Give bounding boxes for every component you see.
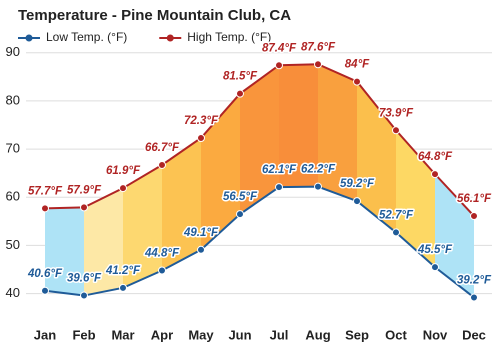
data-point <box>158 160 166 169</box>
data-point <box>470 293 478 302</box>
value-label: 39.2°F <box>457 275 492 287</box>
value-label: 40.6°F <box>27 268 63 280</box>
y-tick-label: 40 <box>6 285 20 300</box>
range-band <box>84 188 123 296</box>
value-label: 61.9°F <box>106 165 141 177</box>
data-point <box>314 182 322 191</box>
data-point <box>275 183 283 192</box>
value-label: 41.2°F <box>105 265 141 277</box>
value-label: 62.2°F <box>301 164 336 176</box>
series-line <box>44 63 475 217</box>
value-label: 57.9°F <box>67 184 102 196</box>
value-label: 56.1°F <box>457 193 492 205</box>
data-point <box>236 210 244 219</box>
data-point <box>158 266 166 275</box>
data-point <box>392 126 400 135</box>
range-band <box>201 93 240 250</box>
data-point <box>197 133 205 142</box>
x-tick-label: Feb <box>72 327 95 342</box>
data-point <box>353 197 361 206</box>
value-label: 59.2°F <box>340 178 375 190</box>
range-band <box>318 64 357 202</box>
chart-title: Temperature - Pine Mountain Club, CA <box>18 7 291 24</box>
value-label: 52.7°F <box>379 209 414 221</box>
x-tick-label: Jul <box>270 327 289 342</box>
value-label: 81.5°F <box>223 71 258 83</box>
y-tick-label: 70 <box>6 141 20 156</box>
x-tick-label: Apr <box>151 327 173 342</box>
range-band <box>240 65 279 215</box>
value-label: 64.8°F <box>418 151 453 163</box>
y-tick-label: 50 <box>6 237 20 252</box>
x-tick-label: Nov <box>423 327 448 342</box>
legend-marker <box>166 34 174 42</box>
value-label: 44.8°F <box>144 248 180 260</box>
x-tick-label: Jun <box>228 327 251 342</box>
value-label: 57.7°F <box>28 185 63 197</box>
range-band <box>45 207 84 296</box>
range-band <box>435 174 474 298</box>
data-point <box>41 204 49 213</box>
value-label: 39.6°F <box>67 273 102 285</box>
x-tick-label: Oct <box>385 327 407 342</box>
range-band <box>162 137 201 271</box>
value-label: 56.5°F <box>223 191 258 203</box>
value-label: 84°F <box>345 59 370 71</box>
series-line <box>44 185 475 299</box>
data-point <box>80 203 88 212</box>
data-point <box>119 184 127 193</box>
x-tick-label: Sep <box>345 327 369 342</box>
value-label: 45.5°F <box>417 244 453 256</box>
y-tick-label: 60 <box>6 189 20 204</box>
data-point <box>197 245 205 254</box>
data-point <box>314 60 322 69</box>
data-point <box>431 170 439 179</box>
x-tick-label: Aug <box>305 327 330 342</box>
value-label: 72.3°F <box>184 115 219 127</box>
data-point <box>41 286 49 295</box>
legend-label: High Temp. (°F) <box>187 30 271 44</box>
legend-marker <box>25 34 33 42</box>
value-label: 87.4°F <box>262 42 297 54</box>
data-point <box>119 283 127 292</box>
x-tick-label: Dec <box>462 327 486 342</box>
data-point <box>431 263 439 272</box>
data-point <box>392 228 400 237</box>
data-point <box>80 291 88 300</box>
range-band <box>279 64 318 188</box>
x-tick-label: Jan <box>34 327 56 342</box>
value-label: 66.7°F <box>145 142 180 154</box>
data-point <box>470 212 478 221</box>
x-tick-label: Mar <box>111 327 134 342</box>
value-label: 62.1°F <box>262 164 297 176</box>
y-tick-label: 90 <box>6 44 20 59</box>
value-label: 73.9°F <box>379 107 414 119</box>
data-point <box>236 89 244 98</box>
data-point <box>353 77 361 86</box>
range-band <box>123 164 162 288</box>
x-tick-label: May <box>188 327 214 342</box>
value-label: 49.1°F <box>183 227 219 239</box>
legend-label: Low Temp. (°F) <box>46 30 127 44</box>
y-tick-label: 80 <box>6 92 20 107</box>
value-label: 87.6°F <box>301 41 336 53</box>
data-point <box>275 61 283 70</box>
